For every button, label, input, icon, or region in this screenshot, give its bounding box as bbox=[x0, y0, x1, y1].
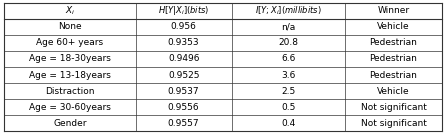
Text: Not significant: Not significant bbox=[360, 103, 426, 112]
Text: 20.8: 20.8 bbox=[279, 38, 298, 47]
Text: Age = 13-18years: Age = 13-18years bbox=[29, 70, 111, 80]
Text: None: None bbox=[58, 22, 82, 31]
Text: 6.6: 6.6 bbox=[281, 54, 296, 64]
Text: Not significant: Not significant bbox=[360, 119, 426, 128]
Text: Pedestrian: Pedestrian bbox=[370, 70, 417, 80]
Text: Age 60+ years: Age 60+ years bbox=[37, 38, 103, 47]
Text: $I[Y;X_i](millibits)$: $I[Y;X_i](millibits)$ bbox=[255, 4, 322, 17]
Text: 0.9556: 0.9556 bbox=[168, 103, 199, 112]
Text: 0.9557: 0.9557 bbox=[168, 119, 199, 128]
Text: Pedestrian: Pedestrian bbox=[370, 38, 417, 47]
Text: Vehicle: Vehicle bbox=[377, 87, 410, 96]
Text: Vehicle: Vehicle bbox=[377, 22, 410, 31]
Text: Age = 30-60years: Age = 30-60years bbox=[29, 103, 111, 112]
Text: n/a: n/a bbox=[281, 22, 296, 31]
Text: 0.9496: 0.9496 bbox=[168, 54, 199, 64]
Text: Gender: Gender bbox=[53, 119, 87, 128]
Text: Winner: Winner bbox=[377, 6, 409, 15]
Text: Age = 18-30years: Age = 18-30years bbox=[29, 54, 111, 64]
Text: 0.956: 0.956 bbox=[171, 22, 197, 31]
Text: 2.5: 2.5 bbox=[281, 87, 296, 96]
Text: $X_i$: $X_i$ bbox=[65, 4, 75, 17]
Text: $H[Y|X_i](bits)$: $H[Y|X_i](bits)$ bbox=[158, 4, 210, 17]
Text: 0.9537: 0.9537 bbox=[168, 87, 199, 96]
Text: 0.9525: 0.9525 bbox=[168, 70, 199, 80]
Text: 0.5: 0.5 bbox=[281, 103, 296, 112]
Text: 0.9353: 0.9353 bbox=[168, 38, 199, 47]
Text: Distraction: Distraction bbox=[45, 87, 95, 96]
Text: Pedestrian: Pedestrian bbox=[370, 54, 417, 64]
Text: 0.4: 0.4 bbox=[281, 119, 296, 128]
Text: 3.6: 3.6 bbox=[281, 70, 296, 80]
